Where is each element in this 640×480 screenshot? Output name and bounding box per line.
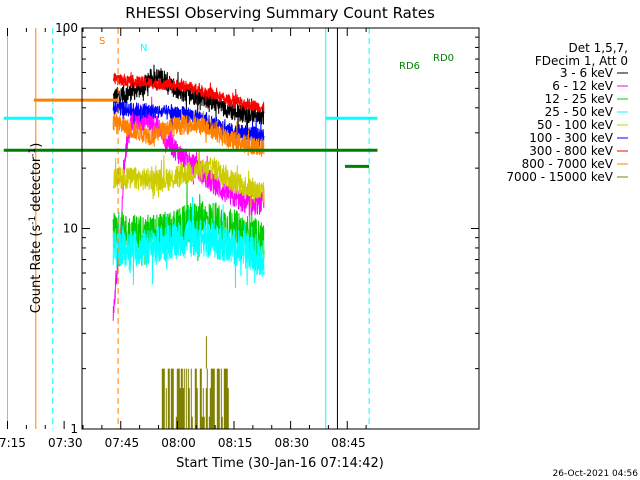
- legend-label-series-300-800-kev: 300 - 800 keV: [529, 144, 613, 158]
- series-50-100-kev: [112, 148, 265, 208]
- legend-label-series-12-25-kev: 12 - 25 keV: [545, 92, 614, 106]
- y-axis-label-mid: detector: [29, 156, 44, 216]
- legend-label-series-6-12-kev: 6 - 12 keV: [552, 79, 614, 93]
- legend-label-series-7000-15000-kev: 7000 - 15000 keV: [506, 170, 613, 184]
- series-25-50-kev: [112, 196, 265, 289]
- instrument-flags: S N RD0 RD6: [3, 36, 454, 168]
- y-tick-label-0: 100: [55, 21, 78, 35]
- y-axis-label-end: ): [29, 143, 44, 148]
- y-axis-label-sup-2: -1: [28, 148, 38, 157]
- x-tick-label-1: 07:30: [48, 436, 83, 450]
- y-tick-label-1: 10: [63, 222, 78, 236]
- legend-label-series-3-6-kev: 3 - 6 keV: [560, 66, 614, 80]
- y-axis-label-sup: -1: [28, 216, 38, 225]
- reference-lines: [7, 28, 370, 429]
- series-800-7000-kev: [112, 109, 265, 157]
- x-tick-label-2: 07:45: [105, 436, 140, 450]
- x-tick-label-5: 08:30: [274, 436, 309, 450]
- legend-label-series-800-7000-kev: 800 - 7000 keV: [522, 157, 614, 171]
- data-layer: [112, 64, 265, 429]
- legend-label-series-50-100-kev: 50 - 100 keV: [537, 118, 614, 132]
- series-25-50-kev-line: [112, 196, 265, 289]
- legend-header-decimation: FDecim 1, Att 0: [535, 54, 628, 68]
- generated-timestamp: 26-Oct-2021 04:56: [553, 469, 639, 479]
- chart-title: RHESSI Observing Summary Count Rates: [125, 4, 435, 22]
- flag-s-label: S: [99, 36, 105, 47]
- series-300-800-kev-line: [112, 72, 265, 113]
- x-axis-label: Start Time (30-Jan-16 07:14:42): [176, 456, 384, 471]
- series-800-7000-kev-line: [112, 109, 265, 157]
- series-7000-15000-kev-line: [161, 336, 229, 429]
- series-300-800-kev: [112, 72, 265, 113]
- flag-rd6-label: RD6: [399, 61, 420, 72]
- axes: 100 10 1 07:15 07:30 07:45 08:00 08:15 08:30 08:4…: [0, 21, 480, 450]
- legend-label-series-100-300-kev: 100 - 300 keV: [529, 131, 613, 145]
- legend-header-detectors: Det 1,5,7,: [569, 41, 629, 55]
- x-tick-label-4: 08:15: [218, 436, 253, 450]
- flag-rd0-label: RD0: [433, 53, 454, 64]
- y-axis-label-main: Count Rate (s: [29, 225, 44, 314]
- x-tick-label-6: 08:45: [331, 436, 366, 450]
- series-50-100-kev-line: [112, 148, 265, 208]
- x-tick-label-3: 08:00: [161, 436, 196, 450]
- legend-label-series-25-50-kev: 25 - 50 keV: [545, 105, 614, 119]
- y-axis-label: Count Rate (s-1 detector-1): [28, 143, 44, 314]
- x-tick-label-0: 07:15: [0, 436, 26, 450]
- series-7000-15000-kev: [161, 336, 229, 429]
- y-tick-label-2: 1: [70, 422, 78, 436]
- flag-n-label: N: [140, 43, 147, 54]
